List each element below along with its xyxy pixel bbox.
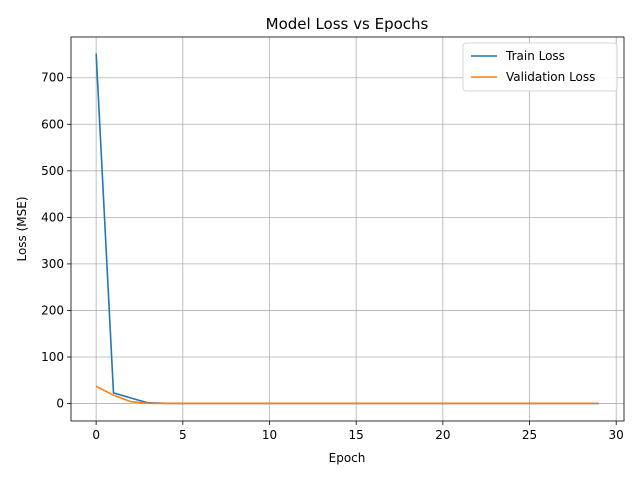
x-tick-label: 0 [92, 428, 100, 442]
series-layer [95, 53, 599, 405]
x-tick-label: 15 [349, 428, 364, 442]
y-tick-label: 100 [41, 350, 64, 364]
grid [71, 37, 624, 421]
y-tick-label: 300 [41, 257, 64, 271]
chart-title: Model Loss vs Epochs [266, 15, 429, 33]
x-tick-label: 5 [179, 428, 187, 442]
plot-frame [70, 36, 625, 422]
legend-label: Train Loss [505, 49, 565, 63]
y-axis-label: Loss (MSE) [15, 196, 29, 261]
y-tick-label: 200 [41, 303, 64, 317]
y-tick-label: 600 [41, 117, 64, 131]
y-tick-label: 500 [41, 164, 64, 178]
series-line-train-loss [95, 53, 599, 405]
y-tick-label: 0 [56, 397, 64, 411]
y-tick-label: 400 [41, 210, 64, 224]
legend: Train Loss Validation Loss [462, 42, 618, 92]
x-tick-label: 30 [609, 428, 624, 442]
legend-label: Validation Loss [506, 70, 595, 84]
x-tick-label: 10 [262, 428, 277, 442]
series-line-validation-loss [95, 385, 599, 405]
x-tick-label: 25 [522, 428, 537, 442]
x-axis-label: Epoch [329, 451, 366, 465]
legend-box [462, 42, 618, 92]
x-tick-label: 20 [435, 428, 450, 442]
y-tick-label: 700 [41, 71, 64, 85]
